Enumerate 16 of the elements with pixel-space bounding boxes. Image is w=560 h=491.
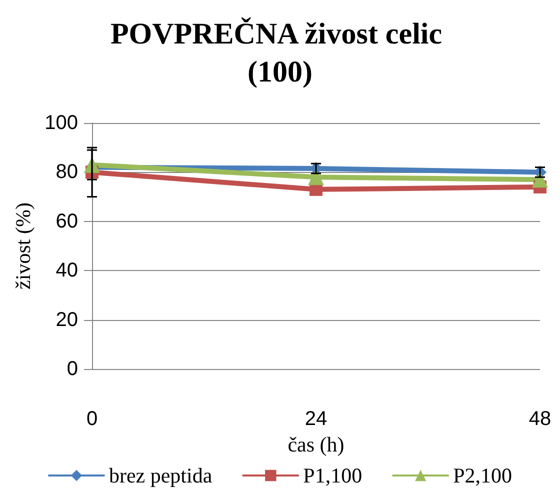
legend-label: P2,100 <box>453 464 512 488</box>
y-tick-label: 100 <box>44 112 78 134</box>
y-tick-label: 0 <box>66 358 78 380</box>
y-tick-label: 80 <box>56 161 78 184</box>
legend-label: brez peptida <box>108 464 213 488</box>
y-axis-title: živost (%) <box>11 202 36 290</box>
legend-label: P1,100 <box>303 464 362 488</box>
y-tick-label: 20 <box>56 308 78 331</box>
point <box>308 169 324 186</box>
x-tick-label: 48 <box>528 408 552 430</box>
x-tick-label: 0 <box>86 408 98 430</box>
chart-title: POVPREČNA živost celic (100) <box>110 16 450 88</box>
y-tick-label: 60 <box>56 210 78 232</box>
y-tick-label: 40 <box>56 260 78 282</box>
x-axis-title: čas (h) <box>288 432 344 456</box>
x-tick-label: 24 <box>304 408 328 430</box>
